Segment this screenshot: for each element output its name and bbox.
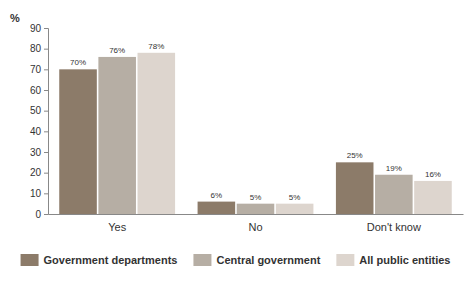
y-tick-mark [44, 49, 48, 50]
legend-item: Central government [193, 254, 320, 266]
y-tick-label: 40 [30, 126, 42, 137]
bar [237, 204, 275, 214]
bar [276, 204, 314, 214]
legend-label: All public entities [359, 254, 450, 266]
bar [198, 202, 236, 214]
legend-swatch [21, 254, 39, 266]
y-axis-line [44, 29, 49, 215]
legend-item: All public entities [336, 254, 450, 266]
y-tick-mark [44, 69, 48, 70]
y-axis: 0 10 20 30 40 50 60 70 80 90 [30, 23, 49, 220]
legend-item: Government departments [21, 254, 178, 266]
y-tick-mark [44, 193, 48, 194]
y-tick-mark [44, 131, 48, 132]
x-tick: No [248, 214, 262, 233]
y-tick-mark [44, 28, 48, 29]
bars [59, 53, 452, 214]
y-tick: 0 [35, 209, 48, 220]
x-axis: Yes No Don't know [49, 214, 464, 233]
data-label: 6% [211, 191, 223, 200]
y-tick: 90 [30, 23, 48, 34]
x-tick: Yes [108, 214, 126, 233]
plot: 0 10 20 30 40 50 60 70 80 90 Yes No Don't know 70% 6% 2… [30, 23, 464, 233]
y-tick: 40 [30, 126, 48, 137]
data-label: 76% [109, 46, 125, 55]
chart: 0 10 20 30 40 50 60 70 80 90 Yes No Don't know 70% 6% 2… [0, 0, 471, 286]
y-tick: 80 [30, 43, 48, 54]
data-label: 16% [425, 170, 441, 179]
data-label: 25% [347, 151, 363, 160]
data-label: 5% [289, 193, 301, 202]
legend-swatch [193, 254, 211, 266]
bar [59, 69, 97, 214]
y-tick-label: 60 [30, 85, 42, 96]
x-tick-label: No [248, 221, 262, 233]
data-label: 19% [386, 164, 402, 173]
y-tick: 50 [30, 105, 48, 116]
legend-label: Government departments [44, 254, 178, 266]
bar [414, 181, 452, 214]
y-tick: 30 [30, 147, 48, 158]
data-label: 70% [70, 58, 86, 67]
y-tick: 10 [30, 188, 48, 199]
data-labels: 70% 6% 25% 76% 5% 19% 78% 5% 16% [70, 42, 441, 202]
x-axis-line [49, 214, 464, 215]
legend: Government departments Central government… [21, 254, 451, 266]
y-tick-label: 0 [35, 209, 41, 220]
y-axis-title: % [10, 12, 20, 24]
data-label: 5% [250, 193, 262, 202]
x-tick-label: Don't know [367, 221, 421, 233]
bar [336, 162, 374, 214]
y-tick-label: 20 [30, 167, 42, 178]
y-tick: 20 [30, 167, 48, 178]
bar [375, 175, 413, 214]
bar [98, 57, 136, 214]
y-tick-mark [44, 173, 48, 174]
y-tick-label: 80 [30, 43, 42, 54]
y-tick-label: 10 [30, 188, 42, 199]
y-tick-label: 30 [30, 147, 42, 158]
legend-label: Central government [216, 254, 320, 266]
x-tick-label: Yes [108, 221, 126, 233]
y-tick-mark [44, 152, 48, 153]
y-tick-label: 70 [30, 64, 42, 75]
legend-swatch [336, 254, 354, 266]
y-tick: 60 [30, 85, 48, 96]
y-tick-mark [44, 111, 48, 112]
y-tick-label: 90 [30, 23, 42, 34]
bar [138, 53, 176, 214]
y-tick: 70 [30, 64, 48, 75]
y-tick-mark [44, 90, 48, 91]
y-tick-mark [44, 214, 48, 215]
y-tick-label: 50 [30, 105, 42, 116]
data-label: 78% [148, 42, 164, 51]
x-tick: Don't know [367, 214, 421, 233]
